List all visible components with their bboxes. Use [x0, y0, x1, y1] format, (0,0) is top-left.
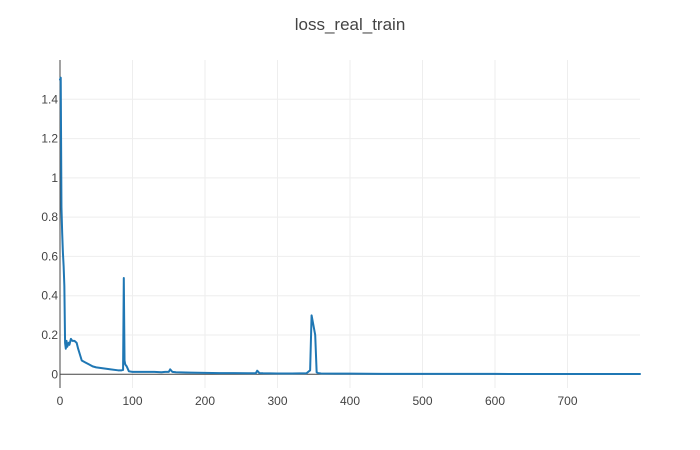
x-tick-label: 300 [267, 394, 287, 408]
x-tick-label: 400 [340, 394, 360, 408]
x-tick-label: 600 [485, 394, 505, 408]
y-tick-label: 0.8 [41, 210, 58, 224]
series-line [59, 76, 641, 376]
y-tick-label: 0.4 [41, 289, 58, 303]
series-layer [59, 76, 641, 376]
y-tick-label: 1 [51, 171, 58, 185]
y-tick-label: 0.6 [41, 249, 58, 263]
x-tick-label: 100 [122, 394, 142, 408]
y-tick-label: 1.2 [41, 132, 58, 146]
grid [60, 60, 640, 388]
x-tick-label: 700 [557, 394, 577, 408]
y-tick-label: 0 [51, 367, 58, 381]
tick-labels: 0 100 200 300 400 500 600 700 0 0.2 0.4 0.6 0.8 1 1.2 1… [41, 92, 578, 408]
y-tick-label: 1.4 [41, 92, 58, 106]
x-tick-label: 0 [57, 394, 64, 408]
x-tick-label: 200 [195, 394, 215, 408]
y-tick-label: 0.2 [41, 328, 58, 342]
x-tick-label: 500 [412, 394, 432, 408]
chart-title: loss_real_train [295, 15, 406, 34]
